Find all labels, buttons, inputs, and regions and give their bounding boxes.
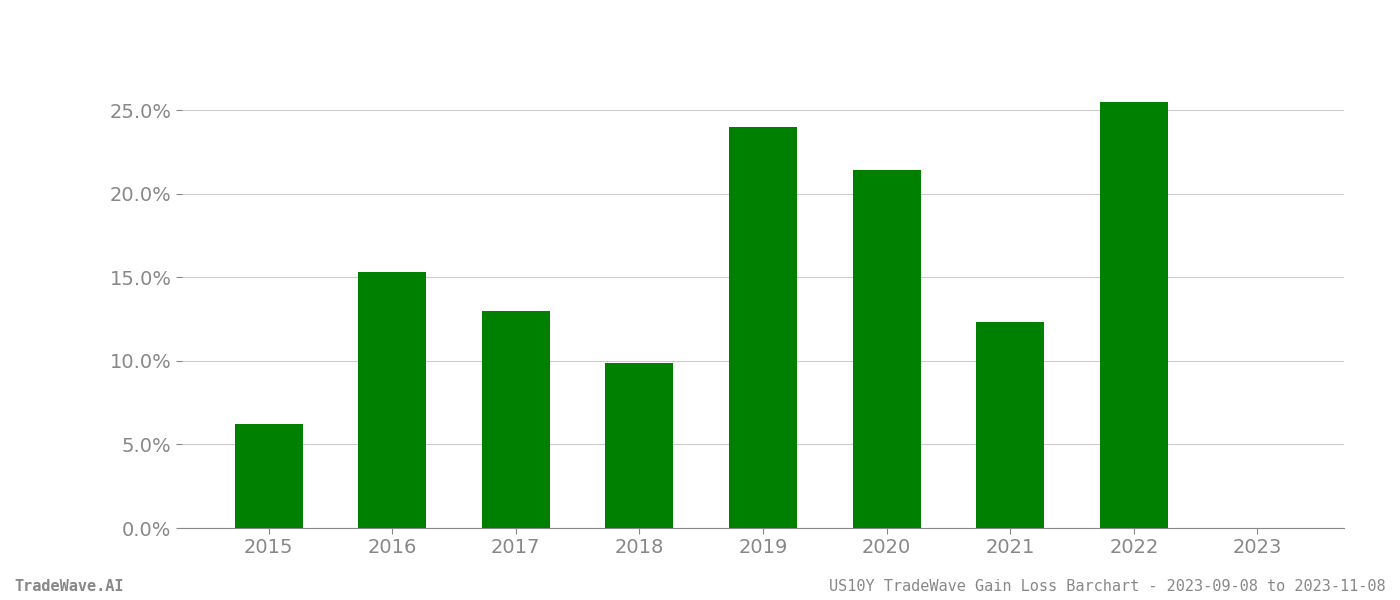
- Bar: [729, 127, 797, 528]
- Bar: [976, 322, 1044, 528]
- Bar: [605, 362, 673, 528]
- Bar: [482, 311, 550, 528]
- Bar: [358, 272, 426, 528]
- Bar: [853, 170, 921, 528]
- Bar: [235, 424, 302, 528]
- Text: US10Y TradeWave Gain Loss Barchart - 2023-09-08 to 2023-11-08: US10Y TradeWave Gain Loss Barchart - 202…: [829, 579, 1386, 594]
- Text: TradeWave.AI: TradeWave.AI: [14, 579, 123, 594]
- Bar: [1100, 102, 1168, 528]
